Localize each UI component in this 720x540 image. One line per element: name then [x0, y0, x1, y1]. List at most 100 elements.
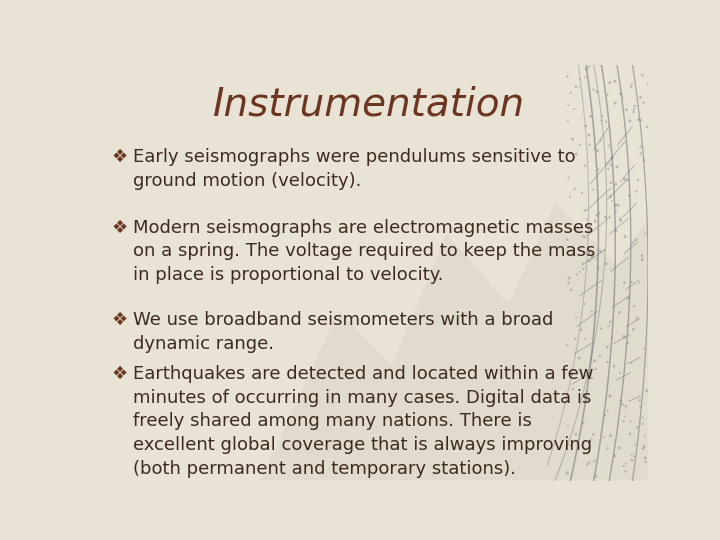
Point — [603, 164, 614, 173]
Point — [563, 173, 575, 182]
Point — [620, 459, 631, 468]
Point — [639, 345, 650, 353]
Point — [590, 87, 602, 96]
Point — [580, 387, 592, 396]
Point — [577, 259, 588, 267]
Point — [591, 254, 603, 263]
Point — [628, 107, 639, 116]
Point — [580, 122, 592, 130]
Point — [577, 265, 589, 273]
Point — [638, 444, 649, 453]
Point — [603, 213, 615, 222]
Point — [580, 393, 591, 401]
Point — [615, 396, 626, 405]
Point — [628, 302, 639, 310]
Point — [567, 135, 578, 144]
Point — [595, 247, 606, 255]
Point — [562, 117, 574, 125]
Point — [574, 83, 585, 91]
Point — [591, 211, 603, 219]
Point — [610, 201, 621, 210]
Point — [563, 279, 575, 287]
Point — [606, 197, 618, 205]
Point — [642, 80, 654, 89]
Point — [562, 101, 574, 110]
Point — [568, 105, 580, 113]
Point — [626, 451, 637, 460]
Point — [563, 274, 575, 282]
Point — [586, 253, 598, 262]
Point — [636, 420, 648, 428]
Point — [593, 209, 605, 218]
Point — [602, 357, 613, 366]
Point — [639, 454, 651, 462]
Point — [613, 443, 625, 452]
Point — [564, 192, 575, 201]
Point — [621, 105, 632, 114]
Point — [613, 308, 625, 317]
Point — [608, 362, 620, 370]
Text: Earthquakes are detected and located within a few
minutes of occurring in many c: Earthquakes are detected and located wit… — [132, 365, 593, 477]
Point — [607, 153, 618, 162]
Point — [638, 156, 649, 165]
Point — [562, 72, 573, 81]
Point — [583, 131, 595, 139]
Point — [610, 207, 621, 216]
Point — [581, 215, 593, 224]
Point — [609, 77, 621, 86]
Point — [606, 178, 617, 187]
Point — [570, 150, 582, 158]
Point — [580, 161, 591, 170]
Point — [575, 369, 587, 377]
Point — [612, 201, 624, 210]
Point — [575, 326, 587, 334]
Point — [620, 402, 631, 410]
Point — [570, 83, 582, 91]
Point — [595, 117, 607, 125]
Point — [585, 435, 597, 443]
Point — [602, 90, 613, 99]
Point — [587, 251, 598, 260]
Point — [641, 387, 652, 395]
Point — [580, 73, 591, 82]
Point — [619, 412, 631, 421]
Point — [636, 255, 648, 264]
Point — [616, 90, 627, 99]
Point — [632, 176, 644, 184]
Point — [562, 469, 573, 477]
Point — [580, 335, 591, 343]
Point — [614, 214, 626, 223]
Point — [590, 217, 601, 226]
Point — [565, 89, 577, 97]
Point — [601, 343, 613, 352]
Point — [576, 188, 588, 197]
Point — [642, 123, 653, 131]
Point — [604, 78, 616, 87]
Point — [611, 163, 623, 171]
Point — [567, 385, 579, 394]
Point — [580, 248, 591, 256]
Point — [600, 117, 612, 126]
Point — [562, 341, 573, 349]
Point — [594, 352, 606, 360]
Point — [609, 99, 621, 107]
Point — [588, 85, 599, 94]
Point — [583, 249, 595, 258]
Point — [583, 62, 595, 71]
Point — [598, 246, 610, 254]
Point — [631, 314, 643, 322]
Point — [626, 278, 637, 286]
Point — [599, 410, 611, 419]
Point — [611, 226, 622, 235]
Point — [602, 444, 613, 453]
Point — [635, 116, 647, 125]
Point — [578, 449, 590, 458]
Point — [605, 161, 616, 170]
Point — [637, 413, 649, 422]
Text: ❖: ❖ — [112, 219, 128, 237]
Point — [624, 429, 636, 438]
Point — [571, 270, 582, 279]
Point — [603, 141, 615, 150]
Point — [574, 366, 585, 374]
Point — [626, 82, 637, 91]
